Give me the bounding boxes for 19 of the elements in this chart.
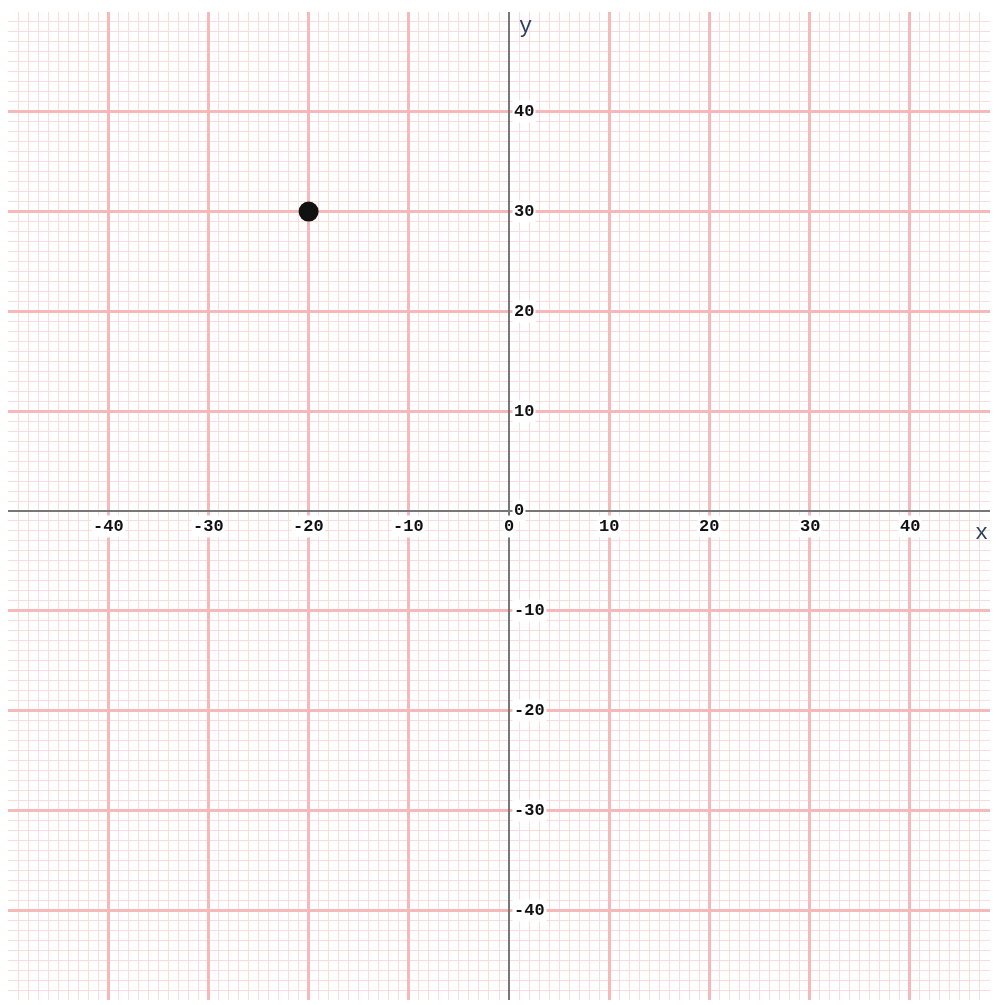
x-tick-label: 10 [599, 517, 620, 536]
x-axis-title: x [975, 521, 989, 546]
y-tick-label: 30 [514, 202, 535, 221]
y-axis-title: y [519, 14, 533, 39]
x-tick-label: 40 [900, 517, 921, 536]
y-tick-label: 10 [514, 402, 535, 421]
y-tick-label: -40 [514, 901, 545, 920]
y-tick-label: 0 [514, 501, 525, 520]
x-tick-label: 30 [800, 517, 821, 536]
y-tick-label: -10 [514, 601, 545, 620]
x-tick-label: -10 [393, 517, 424, 536]
y-tick-label: -30 [514, 801, 545, 820]
y-tick-label: 20 [514, 302, 535, 321]
x-tick-label: -30 [193, 517, 224, 536]
y-tick-label: 40 [514, 102, 535, 121]
x-tick-label: 20 [699, 517, 720, 536]
x-tick-label: -20 [293, 517, 324, 536]
x-tick-label: -40 [93, 517, 124, 536]
y-tick-label: -20 [514, 701, 545, 720]
